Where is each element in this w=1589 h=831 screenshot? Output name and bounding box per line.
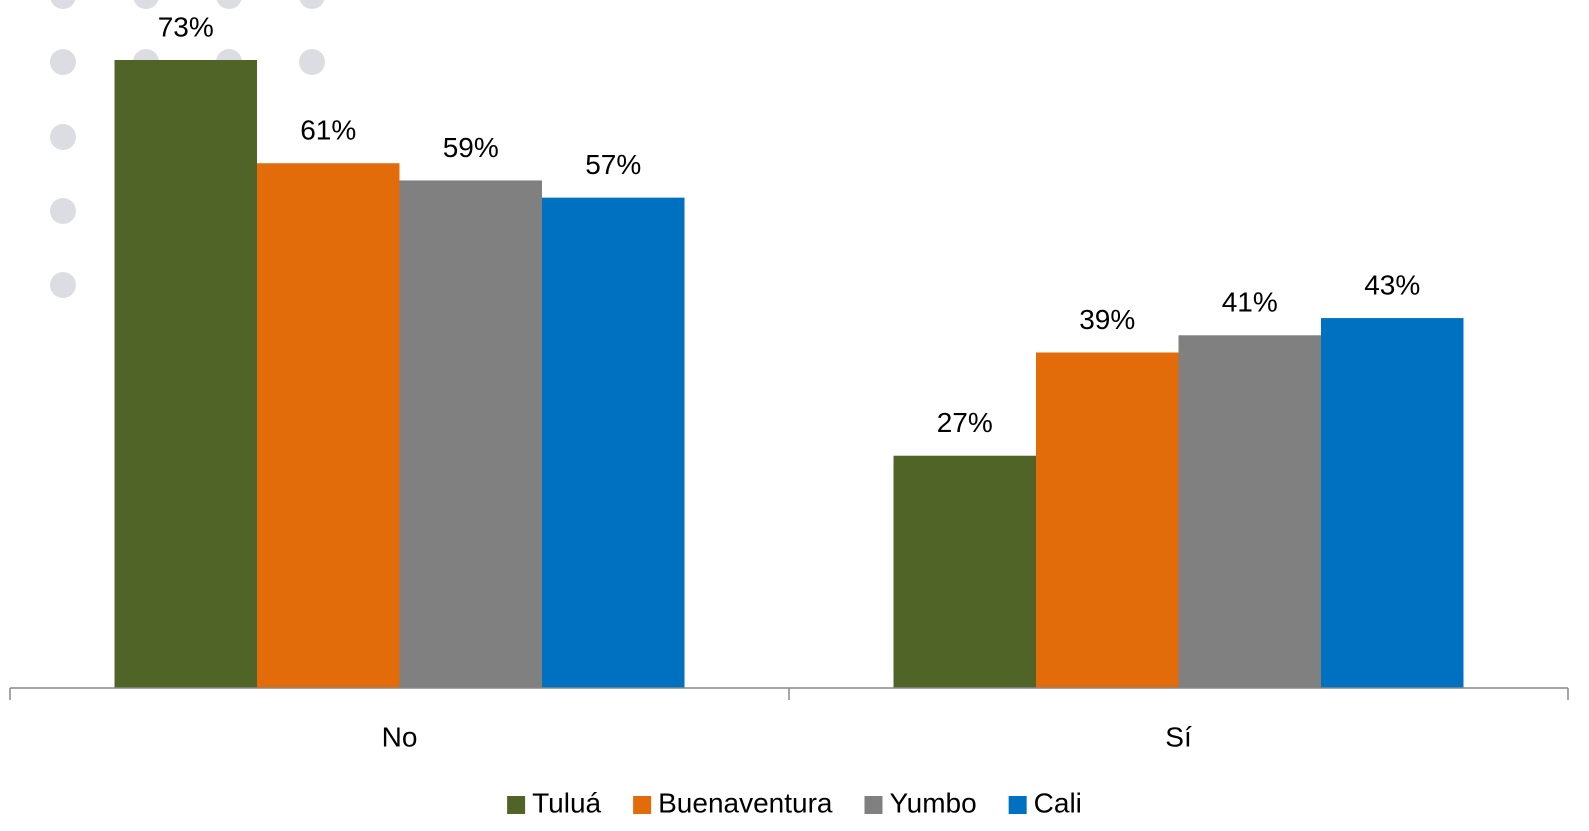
bar (399, 180, 542, 688)
decor-dot (50, 272, 76, 298)
data-label: 43% (1364, 269, 1420, 300)
data-label: 41% (1222, 287, 1278, 318)
data-label: 73% (158, 11, 214, 42)
legend-swatch (633, 796, 652, 814)
legend-label: Cali (1034, 787, 1082, 818)
decor-dot (299, 49, 325, 75)
bar (114, 60, 257, 688)
legend-label: Buenaventura (658, 787, 833, 818)
legend-label: Tuluá (532, 787, 601, 818)
data-label: 27% (937, 407, 993, 438)
data-label: 39% (1079, 304, 1135, 335)
decor-dot (50, 198, 76, 224)
decor-dot (50, 0, 76, 9)
legend-swatch (507, 796, 526, 814)
data-label: 61% (300, 115, 356, 146)
x-tick-label: Sí (1165, 721, 1192, 752)
bar (893, 455, 1036, 688)
bar (1036, 352, 1179, 688)
bar (542, 197, 685, 688)
legend-swatch (1008, 796, 1027, 814)
data-label: 57% (585, 149, 641, 180)
bar (1178, 335, 1321, 688)
decor-dot (299, 0, 325, 9)
decor-dot (50, 124, 76, 150)
bar (1321, 318, 1464, 688)
legend-swatch (864, 796, 883, 814)
x-tick-label: No (382, 721, 418, 752)
decor-dot (216, 0, 242, 9)
decor-dot (133, 0, 159, 9)
data-label: 59% (443, 132, 499, 163)
bar (257, 163, 400, 688)
legend-label: Yumbo (889, 787, 976, 818)
decor-dot (50, 49, 76, 75)
